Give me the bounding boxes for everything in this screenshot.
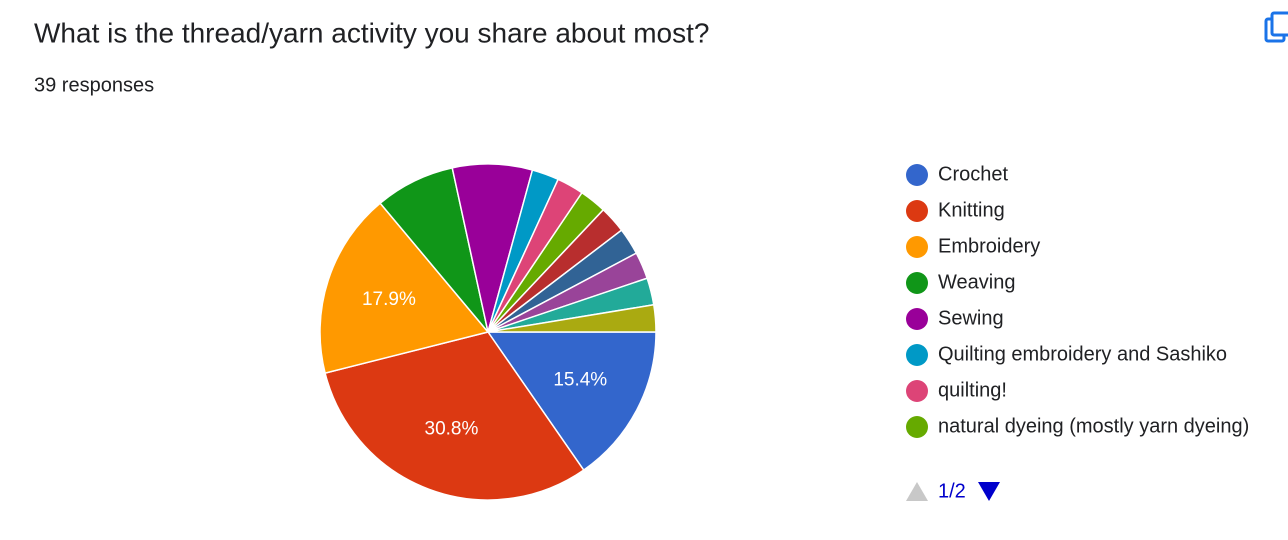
chart-title: What is the thread/yarn activity you sha… — [34, 17, 709, 48]
legend-swatch — [906, 380, 928, 402]
legend-label: natural dyeing (mostly yarn dyeing) — [938, 415, 1249, 437]
legend-swatch — [906, 164, 928, 186]
slice-label: 30.8% — [425, 419, 479, 440]
response-count: 39 responses — [34, 74, 154, 96]
legend-label: Embroidery — [938, 235, 1040, 257]
legend-swatch — [906, 416, 928, 438]
legend-label: Weaving — [938, 271, 1015, 293]
legend-label: Sewing — [938, 307, 1004, 329]
legend-swatch — [906, 236, 928, 258]
pie-slice — [487, 303, 657, 333]
legend-label: Crochet — [938, 163, 1008, 185]
legend-swatch — [906, 308, 928, 330]
pie-slice — [324, 331, 585, 501]
legend-label: Quilting embroidery and Sashiko — [938, 343, 1227, 365]
legend-swatch — [906, 344, 928, 366]
copy-icon[interactable] — [1264, 11, 1288, 43]
legend-page: 1/2 — [938, 480, 966, 502]
copy-icon-front — [1270, 11, 1288, 37]
legend-swatch — [906, 272, 928, 294]
legend-label: quilting! — [938, 379, 1007, 401]
slice-label: 17.9% — [362, 289, 416, 310]
legend-next[interactable] — [978, 482, 1000, 501]
legend-swatch — [906, 200, 928, 222]
legend-label: Knitting — [938, 199, 1005, 221]
legend-prev[interactable] — [906, 482, 928, 501]
pie-slice — [486, 331, 657, 472]
pie-slice — [319, 202, 490, 375]
slice-label: 15.4% — [553, 369, 607, 390]
